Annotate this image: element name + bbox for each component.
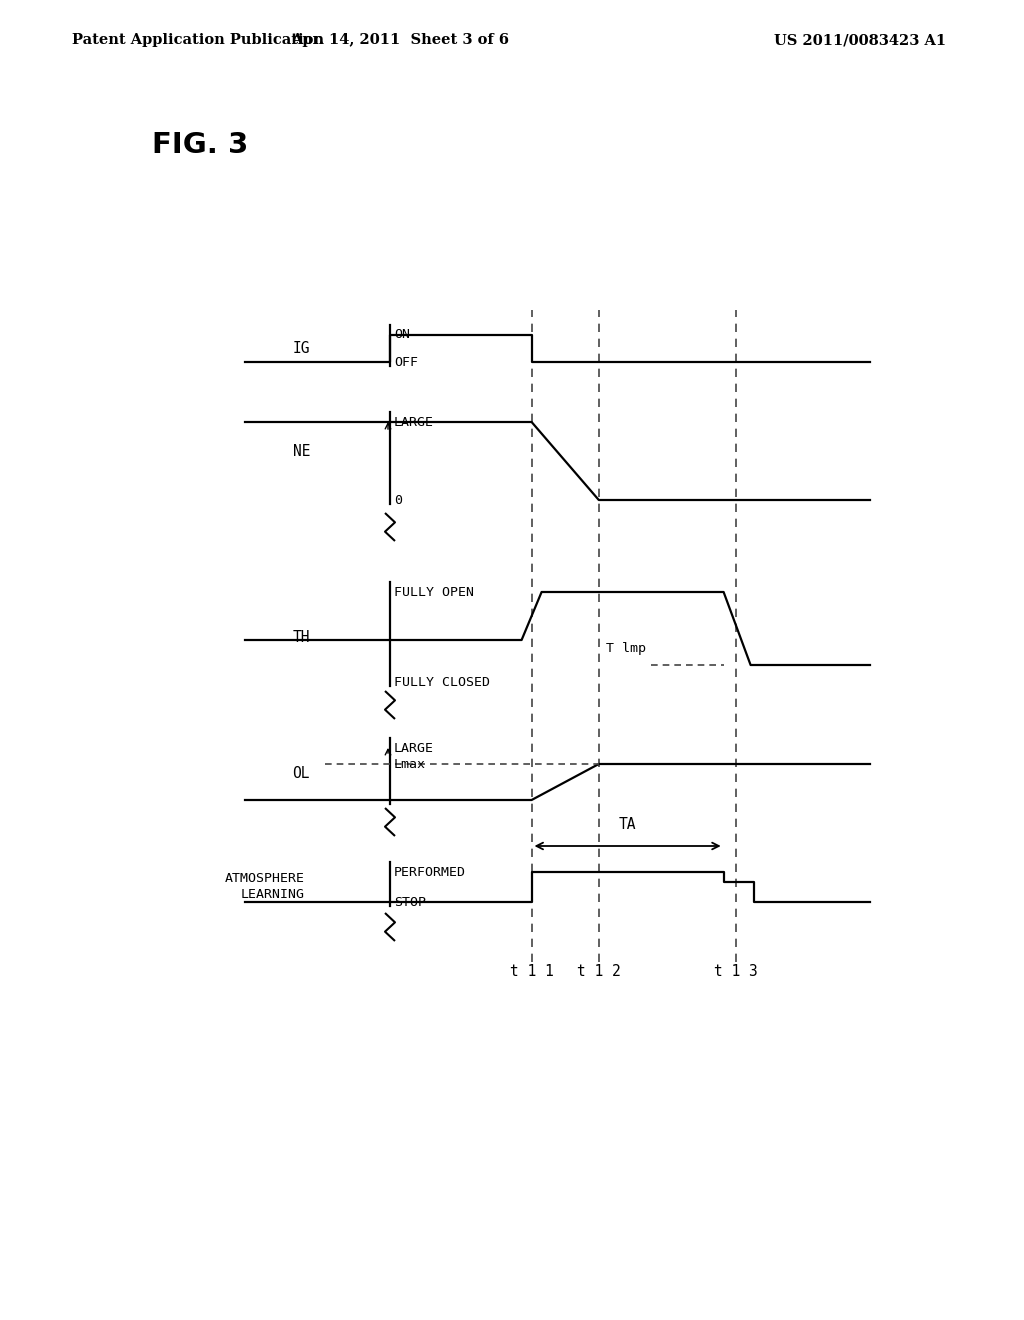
Text: T lmp: T lmp [605,642,645,655]
Text: Patent Application Publication: Patent Application Publication [72,33,324,48]
Text: TH: TH [293,630,310,644]
Text: Lmax: Lmax [394,758,426,771]
Text: NE: NE [293,444,310,458]
Text: PERFORMED: PERFORMED [394,866,466,879]
Text: FULLY OPEN: FULLY OPEN [394,586,474,598]
Text: OFF: OFF [394,355,418,368]
Text: FULLY CLOSED: FULLY CLOSED [394,676,490,689]
Text: IG: IG [293,341,310,356]
Text: Apr. 14, 2011  Sheet 3 of 6: Apr. 14, 2011 Sheet 3 of 6 [291,33,509,48]
Text: OL: OL [293,767,310,781]
Text: ON: ON [394,329,410,342]
Text: US 2011/0083423 A1: US 2011/0083423 A1 [774,33,946,48]
Text: STOP: STOP [394,895,426,908]
Text: 0: 0 [394,494,402,507]
Text: ATMOSPHERE: ATMOSPHERE [225,873,305,886]
Text: LARGE: LARGE [394,742,434,755]
Text: LEARNING: LEARNING [241,888,305,902]
Text: FIG. 3: FIG. 3 [152,131,249,158]
Text: t 1 1: t 1 1 [510,965,554,979]
Text: t 1 3: t 1 3 [714,965,758,979]
Text: LARGE: LARGE [394,416,434,429]
Text: TA: TA [618,817,636,832]
Text: t 1 2: t 1 2 [577,965,621,979]
